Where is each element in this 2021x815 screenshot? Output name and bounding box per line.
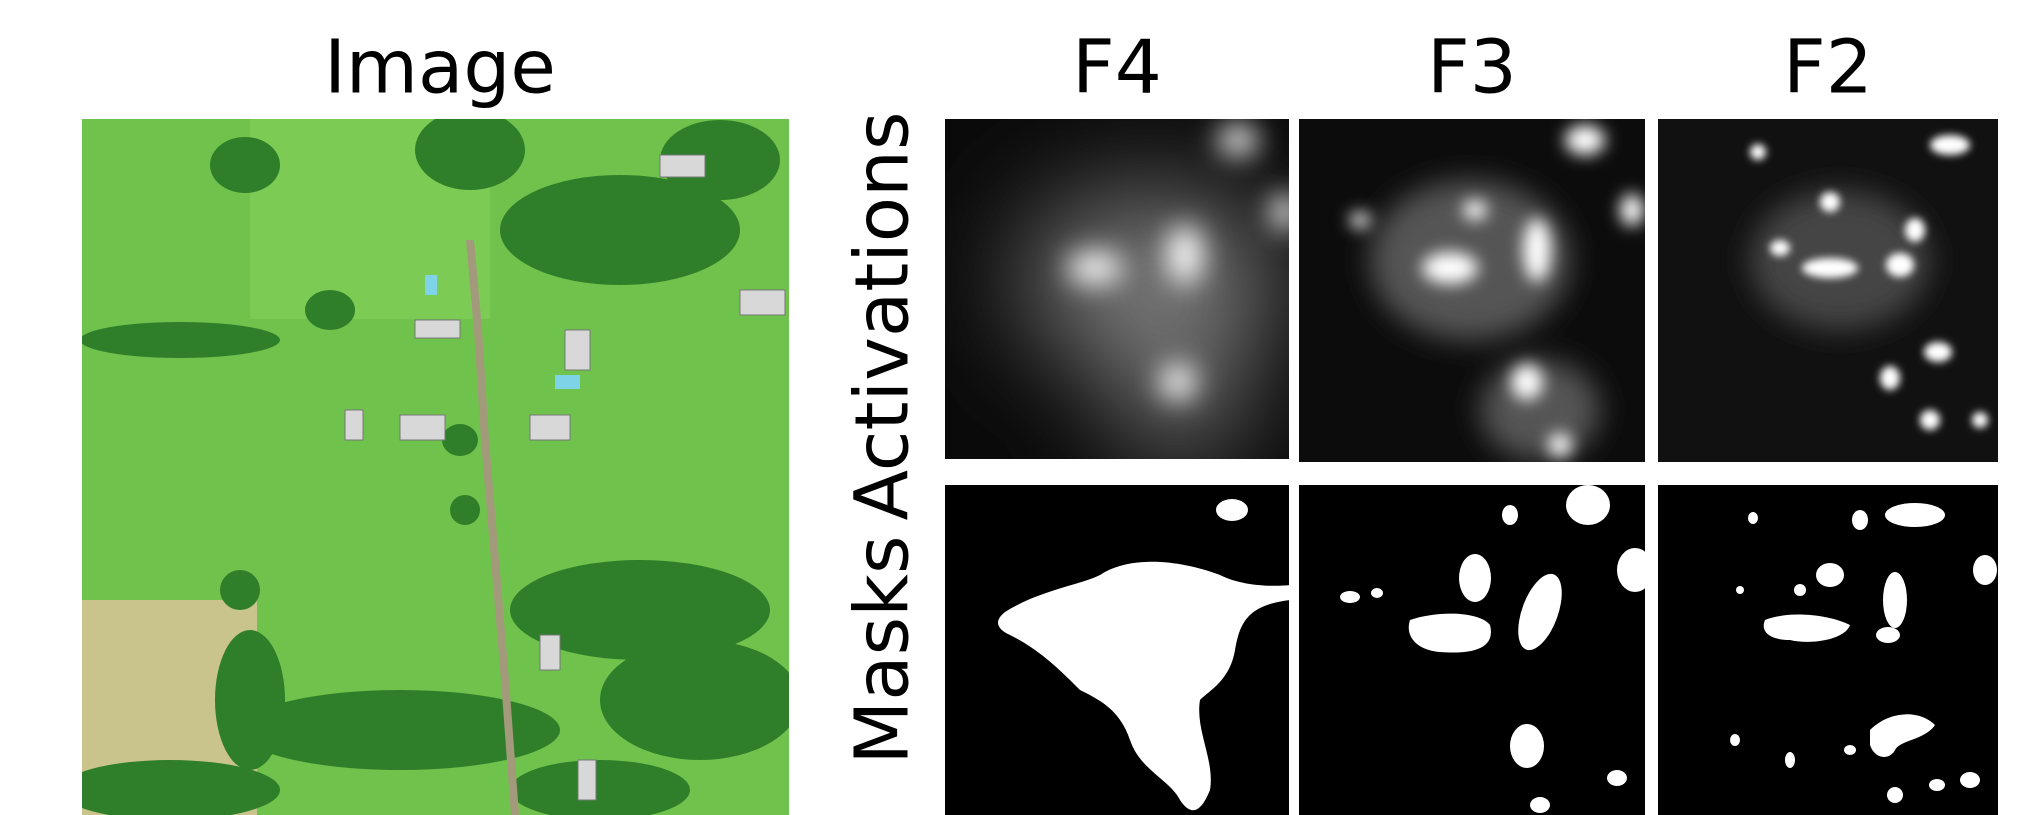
activation-map — [1299, 119, 1645, 462]
aerial-image — [60, 110, 800, 815]
row-label: Masks — [840, 535, 926, 764]
column-title: F2 — [1783, 25, 1873, 111]
figure: Image F4 F3 F2 Activations Masks — [0, 0, 2021, 815]
mask-map — [1299, 485, 1653, 815]
activation-map — [945, 119, 1299, 460]
column-title: F4 — [1072, 25, 1162, 111]
mask-map — [945, 485, 1290, 815]
image-title: Image — [324, 25, 556, 111]
column-title: F3 — [1427, 25, 1517, 111]
row-label: Activations — [840, 111, 926, 520]
activation-map — [1658, 119, 1998, 462]
mask-map — [1658, 485, 1998, 815]
